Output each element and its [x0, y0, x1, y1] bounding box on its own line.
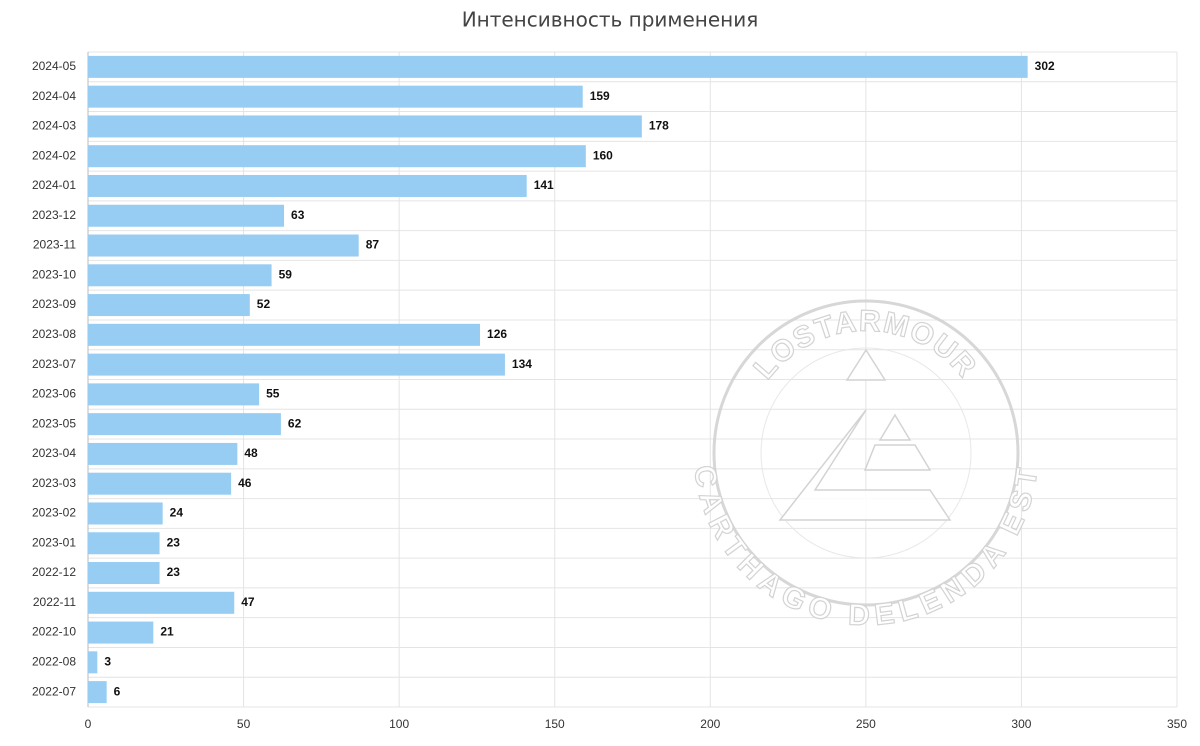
y-tick-label: 2022-07: [32, 684, 76, 698]
value-label: 23: [167, 565, 181, 579]
x-tick-label: 100: [389, 717, 409, 731]
bar: [88, 294, 250, 317]
y-tick-label: 2023-11: [33, 238, 76, 252]
y-tick-label: 2022-12: [32, 565, 76, 579]
value-label: 46: [238, 476, 252, 490]
bar: [88, 323, 481, 346]
value-label: 63: [291, 208, 305, 222]
value-label: 23: [167, 535, 181, 549]
x-tick-label: 200: [700, 717, 720, 731]
bar: [88, 234, 359, 257]
value-label: 55: [266, 387, 280, 401]
y-tick-label: 2024-04: [32, 89, 76, 103]
x-tick-label: 150: [545, 717, 565, 731]
chart-title: Интенсивность применения: [462, 8, 759, 32]
bar: [88, 115, 642, 138]
y-tick-label: 2023-07: [32, 357, 76, 371]
value-label: 21: [160, 625, 174, 639]
bar: [88, 55, 1028, 78]
y-tick-label: 2024-01: [32, 178, 76, 192]
bar: [88, 204, 285, 227]
bar: [88, 472, 232, 495]
bar: [88, 532, 160, 555]
value-label: 178: [649, 119, 669, 133]
value-label: 126: [487, 327, 507, 341]
bar: [88, 145, 586, 168]
y-tick-label: 2024-05: [32, 59, 76, 73]
x-tick-label: 300: [1011, 717, 1031, 731]
value-label: 48: [244, 446, 258, 460]
bar: [88, 442, 238, 465]
value-label: 62: [288, 416, 302, 430]
value-label: 59: [279, 267, 293, 281]
y-tick-label: 2023-02: [32, 506, 76, 520]
value-label: 160: [593, 148, 613, 162]
bar: [88, 562, 160, 585]
watermark-logo: [778, 348, 952, 521]
y-tick-label: 2023-10: [32, 267, 76, 281]
y-tick-label: 2024-03: [32, 119, 76, 133]
value-label: 87: [366, 238, 380, 252]
y-tick-label: 2023-03: [32, 476, 76, 490]
bar: [88, 383, 260, 406]
bar: [88, 413, 281, 436]
plot-area: 0 50 100 150 200 250 300 350 2024-05 302 2024-04 15…: [32, 51, 1187, 731]
y-tick-label: 2022-10: [32, 625, 76, 639]
y-tick-label: 2023-09: [32, 297, 76, 311]
y-tick-label: 2022-11: [33, 595, 76, 609]
bar: [88, 651, 98, 674]
bar: [88, 502, 163, 525]
bar: [88, 591, 235, 614]
value-label: 52: [257, 297, 271, 311]
bar: [88, 174, 527, 197]
value-label: 3: [104, 655, 111, 669]
watermark-ring: [712, 299, 1020, 607]
y-tick-label: 2023-04: [32, 446, 76, 460]
y-tick-label: 2023-06: [32, 387, 76, 401]
bar: [88, 264, 272, 287]
y-tick-label: 2023-01: [32, 535, 76, 549]
y-tick-label: 2023-12: [32, 208, 76, 222]
y-tick-label: 2023-05: [32, 416, 76, 430]
value-label: 47: [241, 595, 255, 609]
bar: [88, 85, 583, 108]
value-label: 24: [170, 506, 184, 520]
bar: [88, 621, 154, 644]
value-label: 134: [512, 357, 532, 371]
x-tick-label: 50: [237, 717, 251, 731]
y-tick-label: 2024-02: [32, 148, 76, 162]
value-label: 141: [534, 178, 554, 192]
watermark-ring: [760, 347, 972, 559]
bar: [88, 353, 505, 376]
y-tick-label: 2023-08: [32, 327, 76, 341]
value-label: 6: [114, 684, 121, 698]
x-tick-label: 350: [1167, 717, 1187, 731]
x-tick-label: 250: [856, 717, 876, 731]
value-label: 302: [1035, 59, 1055, 73]
bar: [88, 681, 107, 704]
x-tick-label: 0: [85, 717, 92, 731]
value-label: 159: [590, 89, 610, 103]
y-tick-label: 2022-08: [32, 655, 76, 669]
